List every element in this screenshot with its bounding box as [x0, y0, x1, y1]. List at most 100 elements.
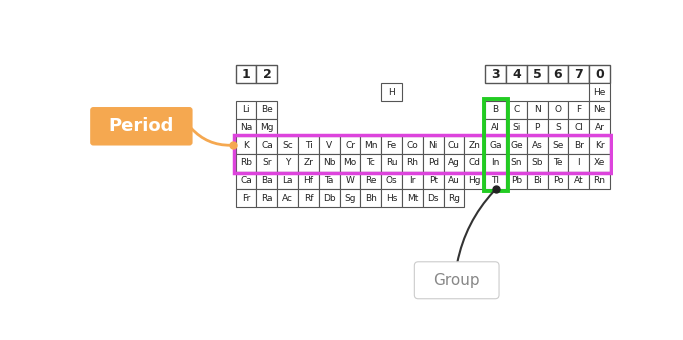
Bar	[381, 172, 402, 189]
Bar	[381, 189, 402, 207]
Bar	[548, 154, 568, 172]
Text: La: La	[282, 176, 293, 185]
Bar	[464, 136, 485, 154]
Text: Rg: Rg	[448, 194, 460, 203]
Bar	[464, 172, 485, 189]
Bar	[527, 65, 548, 83]
Text: Cr: Cr	[345, 141, 355, 150]
Bar	[257, 154, 277, 172]
Text: 7: 7	[574, 68, 583, 81]
Text: Al: Al	[491, 123, 500, 132]
Bar	[236, 119, 257, 136]
Text: Pb: Pb	[511, 176, 522, 185]
Text: Bi: Bi	[533, 176, 542, 185]
Text: Au: Au	[448, 176, 460, 185]
Text: Mn: Mn	[364, 141, 378, 150]
Bar	[339, 154, 361, 172]
Bar	[339, 172, 361, 189]
Text: S: S	[555, 123, 561, 132]
Text: I: I	[577, 158, 580, 167]
Bar	[568, 65, 589, 83]
Text: Tl: Tl	[492, 176, 499, 185]
Text: Fe: Fe	[387, 141, 397, 150]
Text: Ca: Ca	[240, 176, 252, 185]
Text: Ge: Ge	[510, 141, 522, 150]
Text: Ca: Ca	[261, 141, 273, 150]
Text: Os: Os	[386, 176, 398, 185]
Bar	[234, 135, 611, 173]
Bar	[257, 172, 277, 189]
Text: Mg: Mg	[260, 123, 274, 132]
Bar	[361, 189, 381, 207]
Bar	[277, 154, 298, 172]
Text: Ga: Ga	[489, 141, 502, 150]
Bar	[548, 65, 568, 83]
Bar	[568, 154, 589, 172]
Bar	[443, 172, 464, 189]
Text: Nb: Nb	[323, 158, 335, 167]
Bar	[257, 101, 277, 119]
Bar	[236, 65, 257, 83]
Text: Sn: Sn	[511, 158, 522, 167]
Bar	[339, 189, 361, 207]
Text: Rf: Rf	[304, 194, 313, 203]
Bar	[423, 154, 443, 172]
Text: Sg: Sg	[344, 194, 356, 203]
Text: Sr: Sr	[262, 158, 272, 167]
Text: 5: 5	[533, 68, 542, 81]
Text: Rh: Rh	[406, 158, 419, 167]
Bar	[298, 172, 319, 189]
Bar	[402, 136, 423, 154]
Text: Br: Br	[574, 141, 584, 150]
Text: Ne: Ne	[594, 105, 606, 114]
Bar	[548, 172, 568, 189]
Bar	[423, 136, 443, 154]
Text: W: W	[346, 176, 354, 185]
Text: Te: Te	[553, 158, 563, 167]
Text: Li: Li	[242, 105, 250, 114]
Text: At: At	[574, 176, 583, 185]
Text: F: F	[576, 105, 581, 114]
Bar	[361, 136, 381, 154]
Bar	[589, 65, 610, 83]
Bar	[361, 154, 381, 172]
Bar	[485, 136, 506, 154]
FancyBboxPatch shape	[90, 107, 193, 146]
Bar	[236, 154, 257, 172]
Bar	[589, 172, 610, 189]
Text: In: In	[491, 158, 500, 167]
Text: B: B	[492, 105, 499, 114]
Text: Zn: Zn	[469, 141, 481, 150]
Text: Fr: Fr	[242, 194, 250, 203]
Bar	[548, 101, 568, 119]
Text: Ra: Ra	[261, 194, 273, 203]
Bar	[319, 172, 339, 189]
Bar	[236, 172, 257, 189]
Text: Hf: Hf	[303, 176, 313, 185]
Text: Be: Be	[261, 105, 273, 114]
Text: Co: Co	[406, 141, 418, 150]
Text: He: He	[594, 87, 606, 97]
Text: Group: Group	[434, 273, 480, 288]
Bar	[527, 101, 548, 119]
Bar	[402, 189, 423, 207]
Text: Cd: Cd	[469, 158, 481, 167]
Bar	[506, 65, 527, 83]
Bar	[548, 119, 568, 136]
Bar	[319, 154, 339, 172]
Text: N: N	[534, 105, 540, 114]
Bar	[527, 136, 548, 154]
Text: Tc: Tc	[366, 158, 375, 167]
Text: Zr: Zr	[303, 158, 313, 167]
Text: Y: Y	[285, 158, 290, 167]
Text: Po: Po	[553, 176, 563, 185]
Text: Ba: Ba	[261, 176, 273, 185]
Bar	[298, 189, 319, 207]
Bar	[506, 101, 527, 119]
Text: Xe: Xe	[594, 158, 605, 167]
Text: Hg: Hg	[469, 176, 481, 185]
Text: V: V	[326, 141, 333, 150]
Text: Se: Se	[553, 141, 563, 150]
Bar	[589, 154, 610, 172]
Bar	[236, 101, 257, 119]
